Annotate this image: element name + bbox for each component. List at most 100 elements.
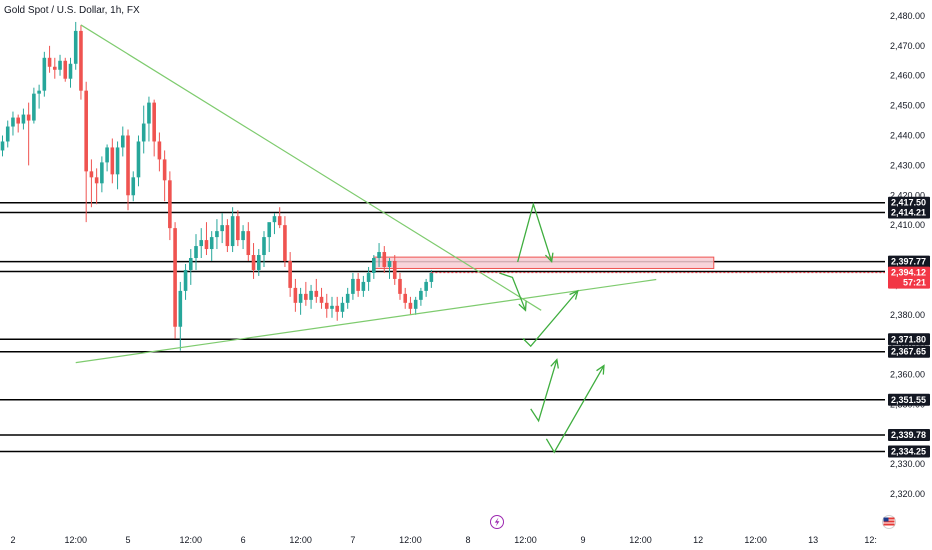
candle-body[interactable]	[157, 141, 162, 160]
candle-body[interactable]	[319, 296, 324, 303]
candle-body[interactable]	[382, 252, 387, 267]
candle-body[interactable]	[26, 114, 31, 121]
candle-body[interactable]	[100, 162, 104, 184]
candle-body[interactable]	[173, 228, 177, 327]
candle-body[interactable]	[126, 135, 130, 196]
supply-zone-layer	[373, 256, 715, 269]
candle-body[interactable]	[84, 90, 88, 172]
candle-body[interactable]	[168, 180, 172, 229]
candle-body[interactable]	[199, 240, 204, 247]
candle-body[interactable]	[32, 93, 36, 121]
candle-body[interactable]	[413, 299, 418, 309]
candle-body[interactable]	[335, 305, 340, 312]
candle-body[interactable]	[147, 102, 151, 124]
candle-body[interactable]	[152, 102, 156, 142]
candle-body[interactable]	[256, 255, 261, 270]
candle-body[interactable]	[246, 231, 251, 256]
candle-body[interactable]	[241, 231, 245, 241]
candle-body[interactable]	[356, 278, 360, 291]
candle-body[interactable]	[408, 302, 413, 309]
projection-path[interactable]	[499, 272, 527, 311]
x-tick-label: 12:00	[514, 535, 537, 545]
candle-body[interactable]	[324, 302, 329, 309]
candle-body[interactable]	[0, 141, 5, 151]
candle-body[interactable]	[162, 159, 167, 181]
candle-body[interactable]	[178, 290, 183, 327]
flag-icon[interactable]	[882, 515, 896, 529]
candle-body[interactable]	[392, 261, 397, 279]
projection-path[interactable]	[530, 359, 558, 423]
candle-body[interactable]	[304, 293, 308, 300]
candle-body[interactable]	[387, 261, 392, 267]
candle-body[interactable]	[419, 290, 423, 300]
candle-body[interactable]	[110, 147, 115, 175]
candle-body[interactable]	[309, 290, 313, 300]
candle-body[interactable]	[63, 60, 68, 79]
supply-zone[interactable]	[373, 256, 715, 269]
candle-body[interactable]	[79, 30, 83, 91]
candle-body[interactable]	[293, 287, 298, 303]
candle-body[interactable]	[283, 225, 287, 261]
candle-body[interactable]	[183, 269, 188, 291]
level-price-text: 2,417.50	[891, 198, 926, 208]
candle-body[interactable]	[47, 57, 52, 67]
candle-body[interactable]	[288, 261, 292, 288]
candle-body[interactable]	[340, 302, 345, 312]
candle-body[interactable]	[215, 231, 219, 238]
candle-body[interactable]	[277, 216, 282, 226]
candle-body[interactable]	[209, 237, 214, 250]
candle-body[interactable]	[372, 258, 376, 273]
candle-body[interactable]	[11, 117, 15, 127]
arrow-head	[518, 301, 527, 312]
candle-body[interactable]	[262, 237, 266, 256]
candle-body[interactable]	[136, 141, 141, 178]
level-price-text: 2,414.21	[891, 208, 926, 218]
candle-body[interactable]	[5, 126, 10, 142]
candle-body[interactable]	[16, 117, 20, 124]
candle-body[interactable]	[194, 246, 198, 259]
candle-body[interactable]	[204, 240, 209, 250]
projection-path[interactable]	[522, 290, 579, 348]
candle-body[interactable]	[314, 290, 319, 297]
candle-body[interactable]	[58, 60, 62, 70]
candle-body[interactable]	[89, 171, 94, 178]
y-tick-label: 2,430.00	[890, 160, 925, 170]
candle-body[interactable]	[403, 293, 408, 303]
candle-body[interactable]	[73, 30, 78, 64]
candle-body[interactable]	[366, 272, 371, 282]
candle-body[interactable]	[220, 225, 224, 232]
candle-body[interactable]	[345, 293, 350, 303]
candle-body[interactable]	[272, 216, 277, 223]
candle-body[interactable]	[68, 63, 73, 79]
candle-body[interactable]	[251, 255, 256, 270]
candle-body[interactable]	[298, 293, 303, 303]
candle-body[interactable]	[236, 216, 240, 241]
candle-body[interactable]	[105, 147, 109, 163]
projection-path[interactable]	[517, 201, 553, 263]
projection-path[interactable]	[545, 365, 605, 454]
candle-body[interactable]	[429, 272, 434, 282]
trendline[interactable]	[75, 278, 657, 364]
candle-body[interactable]	[225, 225, 230, 247]
candle-body[interactable]	[94, 177, 99, 184]
candle-body[interactable]	[115, 147, 120, 175]
candle-body[interactable]	[120, 135, 125, 148]
trendline[interactable]	[80, 24, 542, 311]
candle-body[interactable]	[230, 216, 235, 247]
candle-body[interactable]	[424, 281, 428, 291]
candle-body[interactable]	[188, 258, 193, 270]
candle-body[interactable]	[42, 57, 47, 91]
candle-body[interactable]	[377, 252, 381, 259]
candle-body[interactable]	[21, 114, 26, 124]
candle-body[interactable]	[398, 278, 402, 294]
candle-body[interactable]	[37, 90, 41, 94]
candle-body[interactable]	[351, 278, 355, 294]
candle-body[interactable]	[361, 281, 366, 291]
candle-body[interactable]	[267, 222, 272, 238]
candle-body[interactable]	[53, 66, 57, 70]
candle-body[interactable]	[131, 177, 136, 196]
candle-body[interactable]	[141, 123, 146, 142]
lightning-icon[interactable]	[490, 515, 504, 529]
candle-body[interactable]	[330, 305, 334, 309]
